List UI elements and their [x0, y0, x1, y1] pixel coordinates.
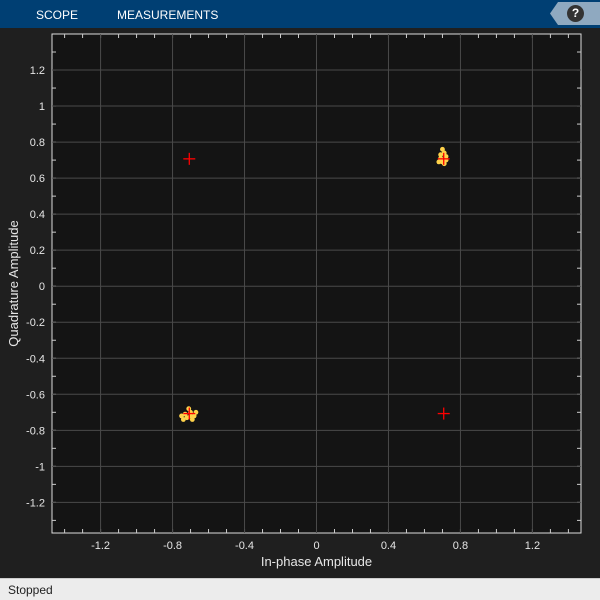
help-button[interactable]: ?: [550, 2, 600, 25]
data-marks: [179, 146, 450, 422]
y-tick-label: -0.6: [26, 389, 45, 401]
received-point: [440, 146, 445, 152]
y-tick-label: -0.2: [26, 317, 45, 329]
x-tick-label: 0: [313, 540, 319, 552]
x-tick-label: 0.8: [453, 540, 468, 552]
y-tick-label: -1.2: [26, 497, 45, 509]
tab-measurements[interactable]: MEASUREMENTS: [117, 8, 219, 22]
status-bar: Stopped: [0, 578, 600, 600]
question-mark-icon: ?: [567, 5, 584, 22]
y-tick-label: 1: [39, 101, 45, 113]
reference-point: [183, 152, 196, 165]
y-tick-label: -1: [35, 461, 45, 473]
tab-scope[interactable]: SCOPE: [36, 8, 79, 22]
grid: [52, 34, 581, 533]
x-tick-label: -0.8: [163, 540, 182, 552]
reference-point: [183, 407, 196, 420]
y-tick-label: -0.8: [26, 425, 45, 437]
y-tick-label: 0.2: [30, 245, 45, 257]
y-tick-label: 1.2: [30, 65, 45, 77]
reference-point: [437, 407, 450, 420]
received-point: [180, 417, 186, 422]
y-tick-label: -0.4: [26, 353, 45, 365]
y-tick-label: 0.4: [30, 209, 45, 221]
received-point: [443, 154, 449, 159]
constellation-chart: -1.2 -0.8 -0.4 0 0.4 0.8 1.2 1.2 1 0.8 0.6 0.4 0.2 0 -…: [6, 33, 582, 569]
y-tick-label: 0.6: [30, 173, 45, 185]
reference-point: [437, 152, 450, 165]
x-tick-label: 1.2: [525, 540, 540, 552]
received-point: [438, 152, 444, 158]
received-point: [189, 417, 195, 422]
x-axis-label: In-phase Amplitude: [261, 554, 372, 569]
received-point: [436, 159, 442, 165]
x-tick-label: 0.4: [381, 540, 396, 552]
y-tick-label: 0: [39, 281, 45, 293]
x-tick-label: -0.4: [235, 540, 254, 552]
received-point: [191, 413, 197, 419]
y-axis-label: Quadrature Amplitude: [6, 220, 21, 346]
tick-labels: -1.2 -0.8 -0.4 0 0.4 0.8 1.2 1.2 1 0.8 0.6 0.4 0.2 0 -…: [26, 65, 540, 552]
received-point: [184, 415, 190, 421]
toolbar: SCOPE MEASUREMENTS ?: [0, 0, 600, 28]
received-point: [179, 413, 184, 419]
x-tick-label: -1.2: [91, 540, 110, 552]
y-tick-label: 0.8: [30, 137, 45, 149]
